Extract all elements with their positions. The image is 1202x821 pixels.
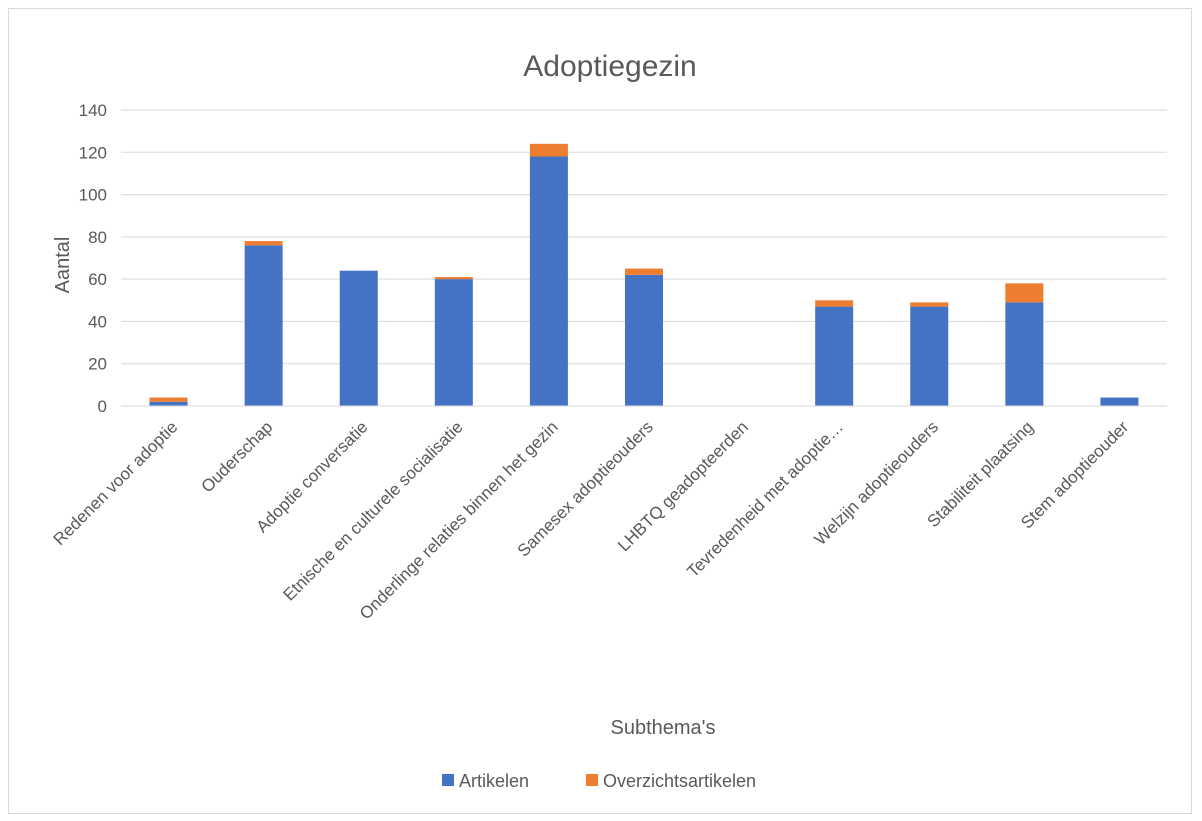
- x-tick-label: Ouderschap: [198, 417, 277, 496]
- bar-overzichtsartikelen: [625, 268, 663, 275]
- y-axis-title: Aantal: [52, 237, 74, 294]
- bar-artikelen: [1100, 397, 1139, 406]
- bar-artikelen: [339, 270, 378, 406]
- x-tick-label: Stem adoptieouder: [1017, 417, 1132, 532]
- chart-frame: Adoptiegezin 0 20 40 60 80 100 120 140 Redenen …: [8, 8, 1192, 814]
- y-tick-label: 100: [79, 186, 107, 205]
- x-tick-label: Tevredenheid met adoptie…: [683, 417, 847, 581]
- x-tick-label: Redenen voor adoptie: [50, 417, 182, 549]
- x-tick-label: Onderlinge relaties binnen het gezin: [356, 417, 562, 623]
- bar-overzichtsartikelen: [910, 302, 949, 307]
- bar-artikelen: [149, 401, 188, 406]
- bar-overzichtsartikelen: [529, 143, 568, 157]
- bar-artikelen: [434, 279, 473, 406]
- y-tick-label: 60: [88, 270, 107, 289]
- bar-overzichtsartikelen: [434, 277, 473, 280]
- bar-artikelen: [815, 306, 854, 406]
- chart-svg: Adoptiegezin 0 20 40 60 80 100 120 140 Redenen …: [50, 50, 1167, 791]
- x-tick-label: Stabiliteit plaatsing: [924, 417, 1038, 531]
- y-tick-labels: 0 20 40 60 80 100 120 140: [79, 101, 107, 416]
- bar-artikelen: [910, 306, 949, 406]
- legend-label: Artikelen: [459, 771, 529, 791]
- bar-artikelen: [1005, 302, 1044, 406]
- legend-label: Overzichtsartikelen: [603, 771, 756, 791]
- legend: Artikelen Overzichtsartikelen: [442, 771, 756, 791]
- bars: [121, 143, 1167, 407]
- x-tick-label: Etnische en culturele socialisatie: [279, 417, 466, 604]
- y-tick-label: 120: [79, 143, 107, 162]
- bar-artikelen: [529, 156, 568, 406]
- x-axis-title: Subthema's: [611, 717, 716, 739]
- legend-swatch: [586, 774, 598, 786]
- y-tick-label: 40: [88, 312, 107, 331]
- bar-artikelen: [625, 274, 663, 406]
- y-tick-label: 140: [79, 101, 107, 120]
- y-tick-label: 0: [98, 397, 107, 416]
- y-tick-label: 20: [88, 355, 107, 374]
- bar-artikelen: [244, 245, 283, 406]
- chart-title: Adoptiegezin: [523, 50, 696, 83]
- bar-overzichtsartikelen: [149, 397, 188, 402]
- bar-overzichtsartikelen: [1005, 283, 1044, 303]
- bar-overzichtsartikelen: [815, 300, 854, 307]
- legend-swatch: [442, 774, 454, 786]
- bar-overzichtsartikelen: [244, 241, 283, 246]
- y-tick-label: 80: [88, 228, 107, 247]
